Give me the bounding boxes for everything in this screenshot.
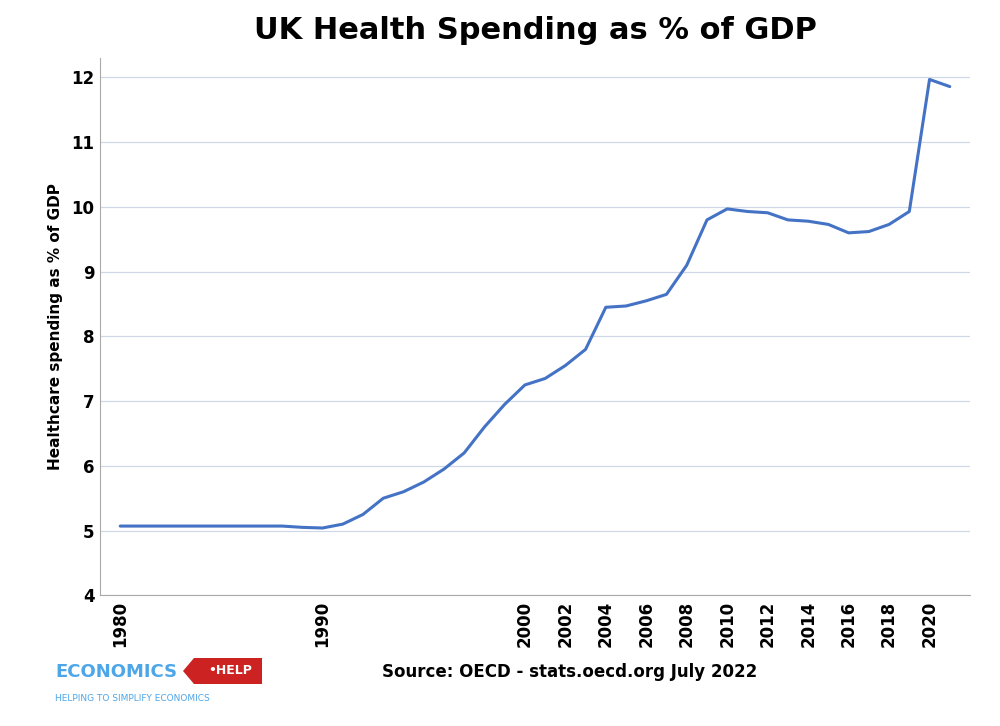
- Y-axis label: Healthcare spending as % of GDP: Healthcare spending as % of GDP: [48, 183, 63, 470]
- Polygon shape: [183, 658, 262, 684]
- Title: UK Health Spending as % of GDP: UK Health Spending as % of GDP: [254, 16, 816, 44]
- Text: ECONOMICS: ECONOMICS: [55, 663, 177, 680]
- Text: HELPING TO SIMPLIFY ECONOMICS: HELPING TO SIMPLIFY ECONOMICS: [55, 694, 210, 703]
- Text: •HELP: •HELP: [208, 664, 252, 677]
- Text: Source: OECD - stats.oecd.org July 2022: Source: OECD - stats.oecd.org July 2022: [382, 663, 758, 680]
